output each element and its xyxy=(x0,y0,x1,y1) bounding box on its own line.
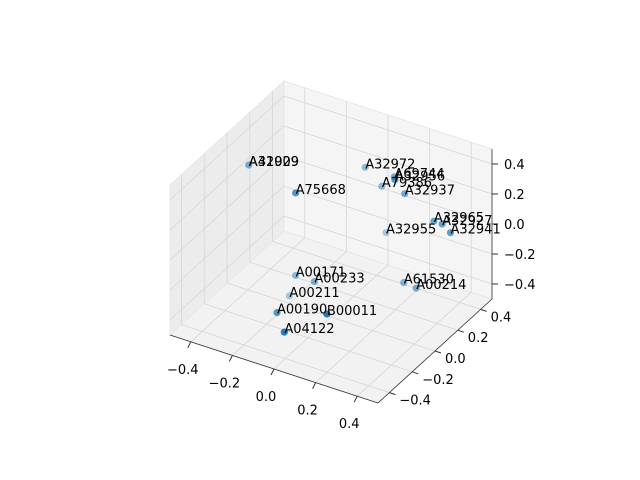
x-tick xyxy=(353,395,358,403)
point xyxy=(391,175,399,184)
point xyxy=(412,284,420,292)
point-label: A32937 xyxy=(405,184,455,199)
x-tick-label: 0.2 xyxy=(297,404,318,419)
point-label: A32965 xyxy=(434,211,484,226)
y-axis xyxy=(377,298,493,404)
y-tick xyxy=(480,308,487,312)
y-tick xyxy=(434,350,442,354)
y-tick-label: −0.2 xyxy=(422,373,454,388)
z-tick-label: −0.4 xyxy=(504,278,536,293)
grid-line xyxy=(283,215,493,285)
point xyxy=(378,182,386,190)
point-label: A00233 xyxy=(314,272,364,287)
grid-line xyxy=(204,303,413,373)
point-label: A31909 xyxy=(249,155,299,170)
point-label: A32956 xyxy=(395,170,445,185)
point-label: A79386 xyxy=(382,176,432,191)
point xyxy=(382,229,390,237)
point xyxy=(285,292,293,300)
grid-line xyxy=(169,215,285,321)
grid-line xyxy=(169,125,285,231)
point-label: A32941 xyxy=(450,223,500,238)
grid-line xyxy=(226,282,436,352)
x-tick xyxy=(270,368,275,376)
z-tick-label: 0.4 xyxy=(504,158,525,173)
x-tick-label: 0.4 xyxy=(339,417,360,432)
point-label: A69744 xyxy=(394,167,444,182)
grid-line xyxy=(272,241,481,310)
point xyxy=(245,161,253,169)
point-label: A00171 xyxy=(296,265,346,280)
grid-line xyxy=(169,185,285,291)
point-label: A32927 xyxy=(442,214,492,229)
z-tick-label: 0.2 xyxy=(504,188,525,203)
grid-line xyxy=(181,324,390,393)
grid-line xyxy=(169,155,285,261)
y-tick-label: 0.2 xyxy=(468,331,489,346)
y-tick xyxy=(412,371,419,375)
point xyxy=(401,190,409,198)
y-tick-label: 0.4 xyxy=(491,310,512,325)
grid-line xyxy=(169,95,285,201)
point-label: A75668 xyxy=(296,183,346,198)
point-label: A00214 xyxy=(416,278,466,293)
x-axis xyxy=(169,334,379,404)
point xyxy=(400,278,408,287)
x-tick-label: 0.0 xyxy=(256,390,277,405)
x-tick-label: −0.2 xyxy=(209,376,241,391)
point xyxy=(361,163,369,171)
x-tick xyxy=(187,341,192,349)
point xyxy=(292,189,300,197)
point-label: A32955 xyxy=(386,223,436,238)
grid-line xyxy=(283,95,493,165)
y-tick-label: 0.0 xyxy=(445,352,466,367)
point xyxy=(446,229,455,237)
z-tick-label: −0.2 xyxy=(504,248,536,263)
point xyxy=(323,310,331,318)
point xyxy=(310,277,318,286)
x-tick xyxy=(312,382,317,389)
point xyxy=(438,220,446,228)
point-label: A04122 xyxy=(284,322,334,337)
point xyxy=(292,271,300,280)
point xyxy=(273,309,281,317)
x-tick-label: −0.4 xyxy=(167,363,199,378)
point-label: B00011 xyxy=(327,304,377,319)
point-label: A61530 xyxy=(404,273,454,288)
z-tick-label: 0.0 xyxy=(504,218,525,233)
point-label: A00190 xyxy=(277,303,327,318)
point-label: A00211 xyxy=(289,286,339,301)
point-label: A42029 xyxy=(249,155,299,170)
y-tick xyxy=(457,329,464,333)
x-tick xyxy=(228,355,233,362)
grid-line xyxy=(249,261,458,331)
point xyxy=(245,161,253,169)
grid-line xyxy=(283,125,493,195)
y-tick xyxy=(389,392,396,396)
grid-line xyxy=(283,185,493,255)
y-tick-label: −0.4 xyxy=(399,394,431,409)
grid-line xyxy=(283,155,493,225)
point-label: A32972 xyxy=(365,157,415,172)
point xyxy=(280,328,288,336)
point xyxy=(430,217,438,225)
